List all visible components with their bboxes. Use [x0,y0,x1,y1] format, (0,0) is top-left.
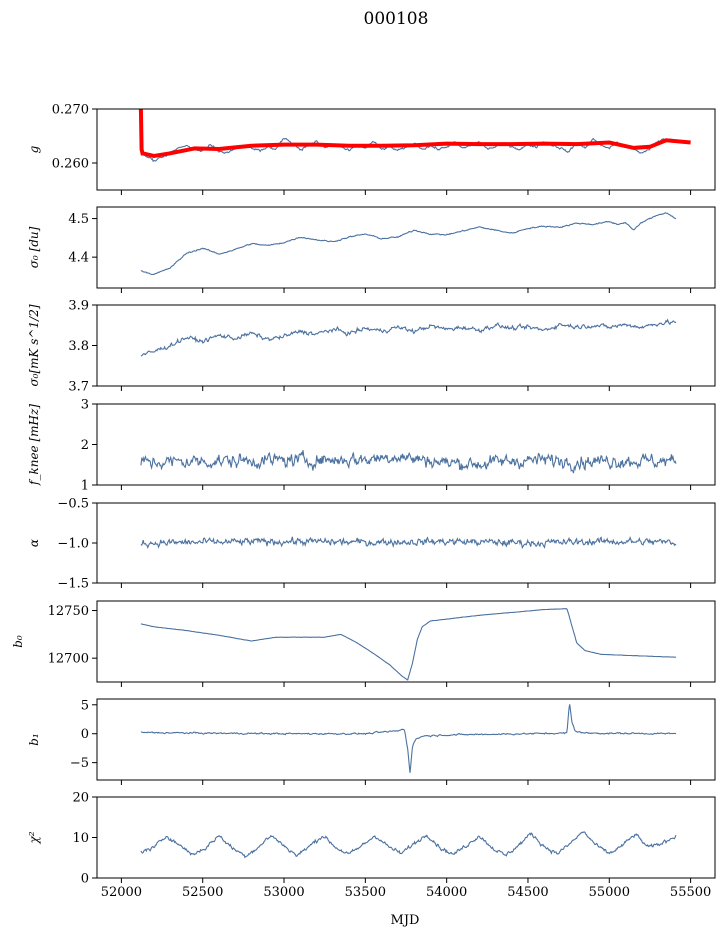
y-tick-label: −0.5 [57,497,89,512]
axes-frame [96,304,716,387]
axes-frame [96,403,716,486]
series-line [140,318,677,357]
figure-title: 000108 [364,9,429,29]
y-tick-label: 0 [81,727,89,742]
series-line [140,450,677,474]
y-axis-label: b₀ [11,635,25,648]
subplot-6: 12700 12750 b₀ [11,600,716,687]
subplot-7: −5 0 5 b₁ [27,698,716,785]
subplot-3: 3.7 3.8 3.9 σ₀[mK s^1/2] [27,299,716,395]
subplot-8: 0 10 20 52000 52500 53000 53500 54000 54500 55000… [27,791,716,900]
x-tick-label: 54000 [426,885,467,900]
y-axis-label: σ₀[mK s^1/2] [27,304,41,386]
y-tick-label: 3.8 [68,339,89,354]
y-tick-label: 4.5 [68,212,89,227]
series-line [140,704,677,773]
y-tick-label: 0.260 [52,157,89,172]
y-tick-label: 3 [81,398,89,413]
y-tick-label: −1.5 [57,577,89,592]
y-tick-label: 3.7 [68,380,89,395]
series-line [140,212,677,276]
y-tick-label: 2 [81,438,89,453]
y-axis-label: f_knee [mHz] [27,404,41,486]
x-axis-label: MJD [391,913,420,928]
axes-frame [96,698,716,781]
axes-frame [96,108,716,191]
y-axis-label: g [27,145,41,153]
y-tick-label: 1 [81,479,89,494]
series-line [140,536,677,550]
axes-frame [96,206,716,289]
y-axis-label: b₁ [27,733,41,746]
x-tick-label: 55000 [589,885,630,900]
x-tick-label: 53000 [263,885,304,900]
y-tick-label: −5 [70,756,89,771]
subplot-2: 4.4 4.5 σ₀ [du] [27,206,716,293]
y-tick-label: 12700 [48,652,89,667]
y-tick-label: 3.9 [68,299,89,314]
y-axis-label: α [27,539,41,547]
y-axis-label: σ₀ [du] [27,226,41,268]
fit-line [138,109,691,159]
y-tick-label: 12750 [48,604,89,619]
y-tick-label: 0 [81,872,89,887]
subplot-stack: 0.260 0.270 g 4.4 4.5 σ₀ [du] 3.7 3.8 3.9 σ₀[mK s… [11,103,716,900]
axes-frame [96,600,716,683]
x-tick-label: 54500 [507,885,548,900]
y-tick-label: 5 [81,698,89,713]
x-tick-label: 55500 [670,885,711,900]
y-axis-label: χ² [27,831,41,844]
y-tick-label: 10 [72,831,89,846]
y-tick-label: 0.270 [52,103,89,118]
y-tick-label: −1.0 [57,537,89,552]
y-tick-label: 20 [72,791,89,806]
subplot-5: −1.5 −1.0 −0.5 α [27,497,716,592]
axes-frame [96,796,716,879]
series-line [140,608,676,681]
subplot-4: 1 2 3 f_knee [mHz] [27,398,716,494]
y-tick-label: 4.4 [68,251,89,266]
series-line [140,831,677,859]
x-tick-label: 53500 [345,885,386,900]
x-tick-label: 52500 [182,885,223,900]
x-tick-label: 52000 [101,885,142,900]
subplot-1: 0.260 0.270 g [27,103,716,195]
